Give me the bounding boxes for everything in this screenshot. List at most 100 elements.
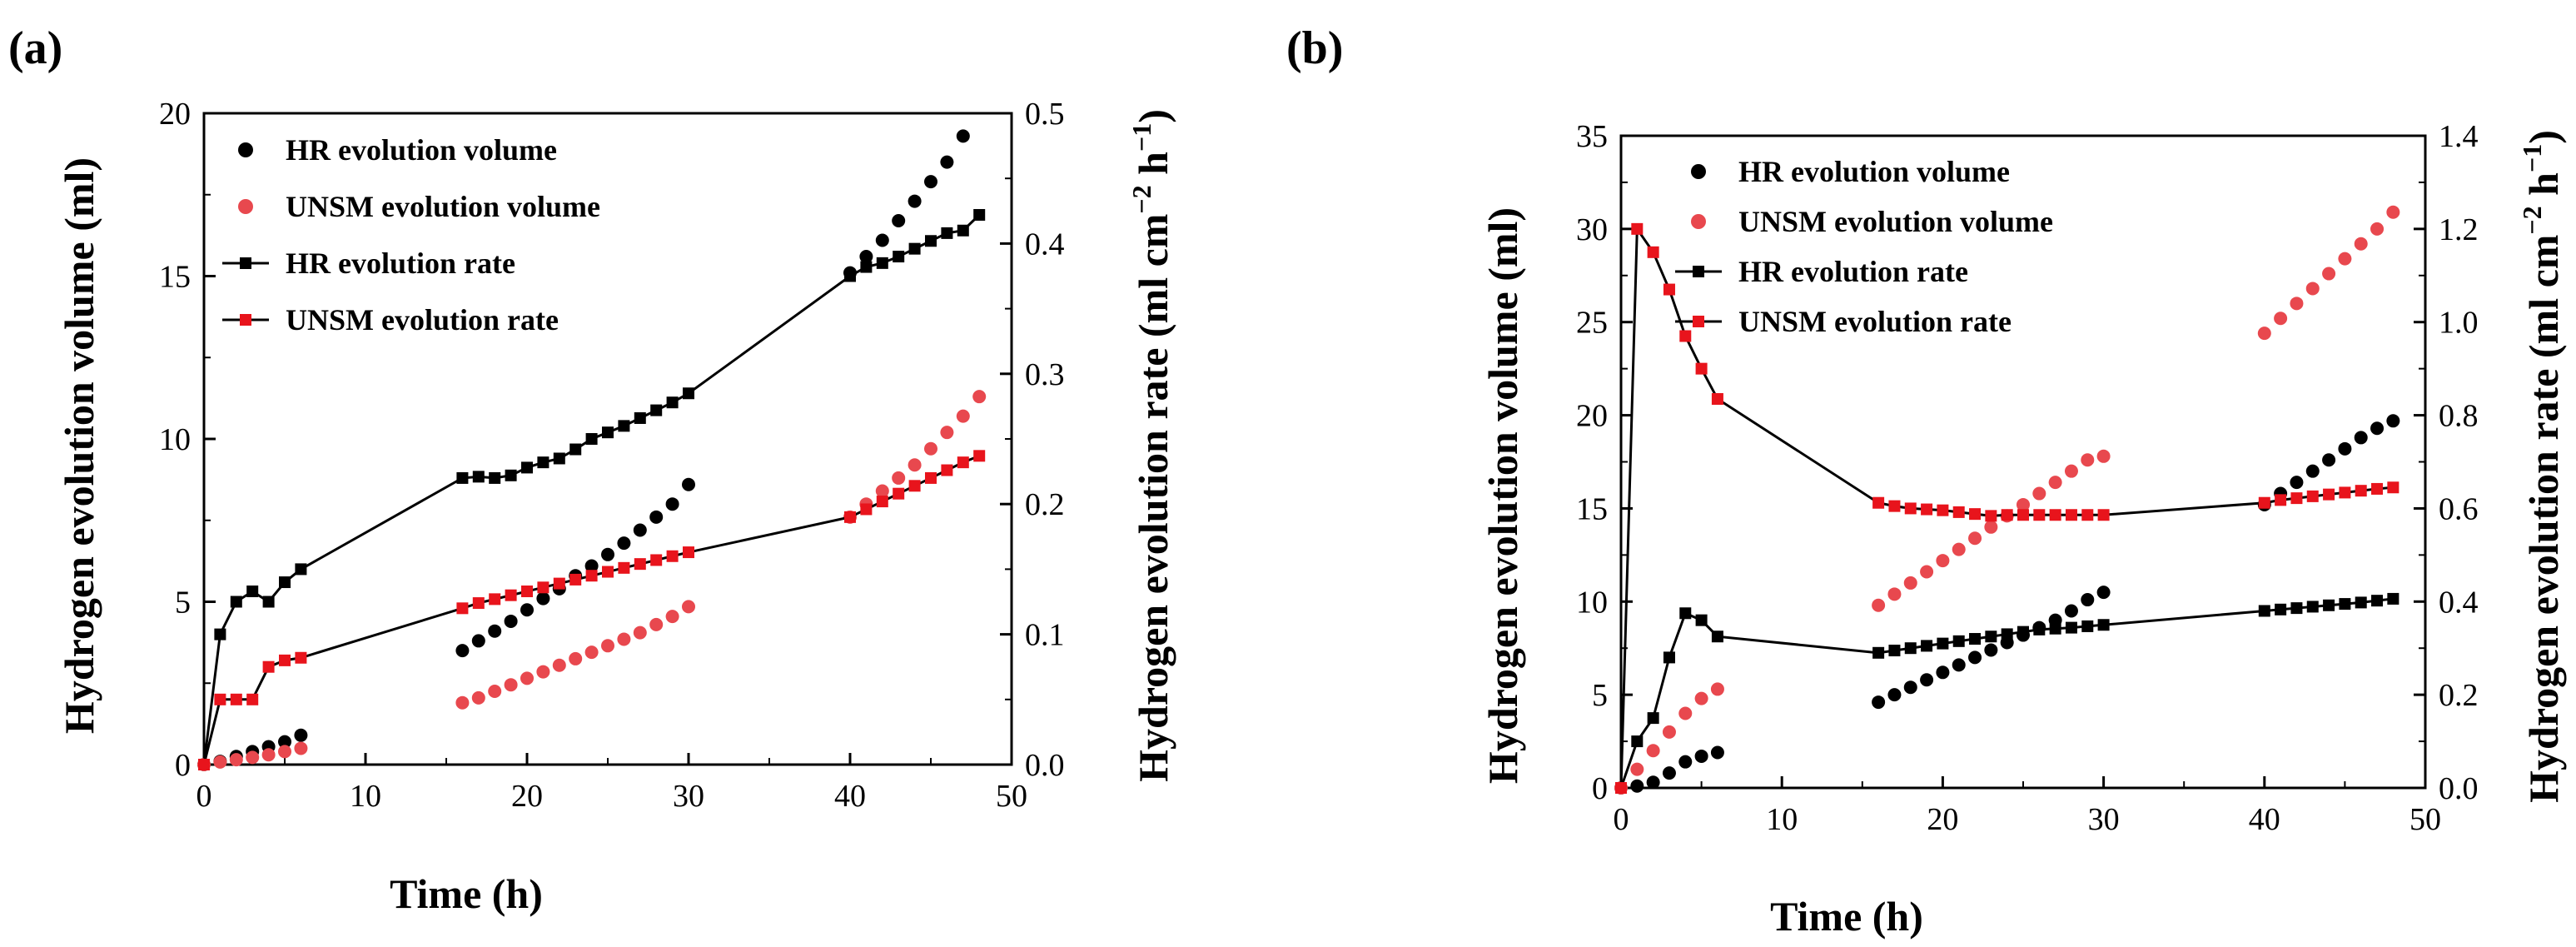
panel-a-hr-evolution-rate-marker — [214, 628, 226, 640]
panel-a-hr-evolution-rate-marker — [537, 456, 550, 469]
panel-a-y-left-tick-label: 5 — [175, 586, 191, 621]
panel-a-y-right-label-sup1: −2 — [1126, 185, 1156, 213]
panel-a-unsm-evolution-rate-marker — [941, 464, 953, 476]
panel-b-unsm-evolution-volume-point — [2017, 497, 2030, 511]
panel-a-hr-evolution-volume-point — [278, 735, 291, 749]
panel-a-hr-evolution-rate-marker — [279, 576, 291, 589]
panel-b-hr-evolution-rate-marker — [1679, 607, 1692, 620]
panel-b-unsm-evolution-volume-point — [2322, 267, 2336, 281]
panel-a-hr-evolution-volume-point — [633, 523, 647, 537]
panel-b-legend-dot-swatch — [1691, 164, 1706, 179]
panel-a-hr-evolution-rate-line — [202, 213, 981, 765]
panel-b-hr-evolution-volume-point — [1710, 745, 1724, 760]
panel-a-unsm-evolution-volume-point — [649, 617, 664, 631]
panel-b-hr-evolution-volume-point — [1984, 643, 1998, 657]
panel-b-unsm-evolution-rate-marker — [2371, 482, 2384, 495]
panel-a-hr-evolution-rate-marker — [472, 471, 485, 483]
panel-b-unsm-evolution-volume-point — [1646, 744, 1660, 758]
panel-a-unsm-evolution-volume-point — [278, 745, 291, 759]
panel-a-unsm-evolution-rate-marker — [908, 480, 921, 492]
panel-b-unsm-evolution-volume-point — [1936, 554, 1950, 568]
panel-a-unsm-evolution-volume-point — [875, 484, 889, 498]
panel-b-hr-evolution-volume-point — [2370, 421, 2385, 436]
panel-b-hr-evolution-volume-point — [2305, 464, 2320, 478]
panel-a-unsm-evolution-volume-point — [908, 458, 922, 472]
panel-a-unsm-evolution-rate-marker — [553, 577, 565, 590]
panel-a-hr-evolution-rate-marker — [505, 469, 517, 481]
panel-b-legend-square-swatch — [1693, 266, 1704, 277]
panel-b-unsm-evolution-rate-marker — [1937, 504, 1949, 516]
panel-a-hr-evolution-rate-marker — [844, 270, 856, 282]
panel-a-x-axis-label: Time (h) — [390, 870, 543, 917]
panel-a-legend-label: UNSM evolution rate — [286, 303, 559, 336]
panel-a-y-right-tick-label: 0.3 — [1025, 357, 1065, 392]
panel-b-unsm-evolution-volume-point — [2370, 222, 2385, 236]
panel-b-y-right-tick-label: 0.4 — [2439, 585, 2479, 620]
panel-b-y-right-tick-label: 1.0 — [2439, 306, 2479, 341]
panel-b-x-tick-label: 40 — [2249, 802, 2280, 837]
panel-b-hr-evolution-rate-line — [1619, 597, 2394, 789]
panel-a-legend-dot-swatch — [238, 142, 253, 157]
panel-a-hr-evolution-volume-point — [665, 497, 679, 511]
panel-b-hr-evolution-rate-marker — [2065, 621, 2077, 634]
panel-a-hr-evolution-volume-point — [875, 233, 889, 247]
panel-b-unsm-evolution-rate-marker — [2290, 492, 2303, 505]
panel-b-hr-evolution-volume-point — [1968, 650, 1982, 665]
panel-b-y-right-axis-label: Hydrogen evolution rate (ml cm−2 h−1) — [2517, 130, 2567, 803]
panel-a-unsm-evolution-volume-point — [972, 390, 987, 404]
panel-b-hr-evolution-rate-marker — [2033, 623, 2046, 635]
panel-a-unsm-evolution-volume-point — [552, 658, 566, 672]
panel-a-unsm-evolution-volume-point — [504, 678, 518, 692]
panel-b-hr-evolution-rate-marker — [1937, 637, 1949, 650]
panel-b-unsm-evolution-rate-marker — [2323, 488, 2335, 501]
panel-b-unsm-evolution-rate-marker — [1888, 500, 1901, 512]
panel-a-unsm-evolution-volume-point — [455, 695, 470, 710]
panel-a-hr-evolution-volume-point — [520, 603, 534, 617]
panel-a-legend-dot-swatch — [238, 199, 253, 214]
panel-a-unsm-evolution-rate-marker — [472, 597, 485, 610]
panel-a-hr-evolution-rate-marker — [585, 433, 598, 445]
panel-a-hr-evolution-rate-marker — [925, 235, 937, 247]
panel-a-unsm-evolution-volume-point — [569, 651, 583, 665]
panel-a-unsm-evolution-rate-marker — [521, 585, 533, 597]
panel-b-hr-evolution-rate-marker — [1647, 712, 1659, 725]
panel-b-y-right-tick-label: 1.4 — [2439, 119, 2479, 154]
panel-a-unsm-evolution-rate-marker — [925, 471, 937, 484]
panel-a-unsm-evolution-rate-marker — [860, 503, 873, 516]
panel-a-y-right-label-end: ) — [1130, 109, 1176, 123]
panel-b-hr-evolution-rate-marker — [1921, 640, 1933, 652]
panel-b-y-left-axis-label: Hydrogen evolution volume (ml) — [1479, 207, 1526, 784]
panel-a-hr-evolution-rate-marker — [295, 563, 307, 576]
panel-b-unsm-evolution-volume-point — [2290, 297, 2304, 311]
panel-b-hr-evolution-rate-marker — [1969, 633, 1982, 645]
panel-b-hr-evolution-rate-marker — [2371, 595, 2384, 607]
panel-b-unsm-evolution-volume-point — [2064, 464, 2078, 478]
panel-b-unsm-evolution-rate-marker — [1631, 222, 1644, 235]
panel-a-unsm-evolution-rate-marker — [537, 581, 550, 594]
panel-b-hr-evolution-rate-marker — [2049, 622, 2061, 635]
panel-b-unsm-evolution-rate-marker — [2275, 494, 2287, 506]
panel-b-unsm-evolution-rate-marker — [2306, 490, 2319, 502]
panel-b-legend-label: HR evolution rate — [1738, 255, 1968, 288]
panel-a-unsm-evolution-volume-point — [617, 632, 631, 646]
panel-b-x-tick-label: 10 — [1766, 802, 1798, 837]
panel-b-unsm-evolution-rate-marker — [2339, 486, 2351, 499]
panel-a-unsm-evolution-rate-marker — [602, 566, 614, 578]
panel-b-y-right-label-main: Hydrogen evolution rate (ml cm — [2520, 235, 2567, 803]
panel-b-unsm-evolution-rate-marker — [1985, 510, 1997, 522]
panel-a-unsm-evolution-volume-point — [261, 748, 276, 762]
panel-b-unsm-evolution-volume-point — [1984, 520, 1998, 534]
panel-a-hr-evolution-volume-point — [649, 510, 664, 524]
panel-b-hr-evolution-volume-point — [2096, 586, 2111, 600]
panel-b-unsm-evolution-volume-point — [1872, 598, 1886, 612]
panel-b-unsm-evolution-rate-marker — [2355, 485, 2367, 497]
panel-a-hr-evolution-rate-marker — [521, 461, 533, 474]
panel-b-unsm-evolution-rate-marker — [2097, 509, 2110, 521]
panel-b-unsm-evolution-volume-point — [1678, 706, 1693, 720]
panel-a-hr-evolution-volume-point — [908, 194, 922, 208]
panel-b-hr-evolution-volume-point — [1887, 688, 1902, 702]
panel-a-x-tick-label: 40 — [834, 779, 866, 814]
panel-b-y-left-tick-label: 30 — [1576, 212, 1608, 247]
panel-b-unsm-evolution-rate-marker — [2001, 509, 2013, 521]
panel-b-unsm-evolution-volume-point — [2048, 476, 2062, 490]
